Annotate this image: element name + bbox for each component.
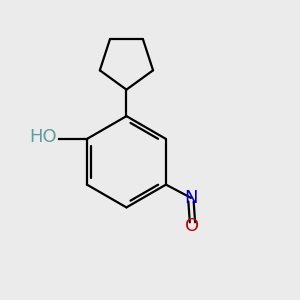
- Text: O: O: [185, 217, 200, 235]
- Text: N: N: [184, 189, 198, 207]
- Text: HO: HO: [29, 128, 57, 146]
